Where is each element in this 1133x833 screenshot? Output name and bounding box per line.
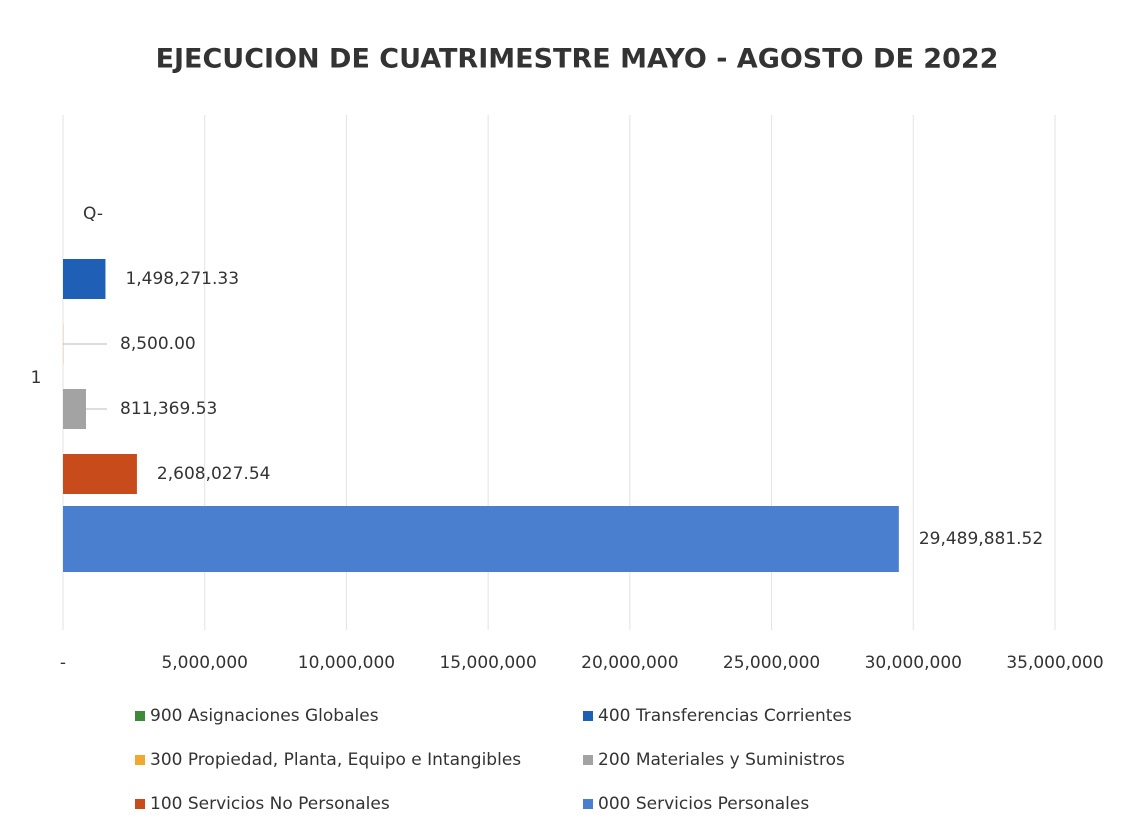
category-label: 1	[31, 368, 42, 388]
chart-title: EJECUCION DE CUATRIMESTRE MAYO - AGOSTO …	[156, 44, 999, 75]
x-tick-label: 20,000,000	[581, 653, 678, 673]
legend-swatch	[135, 799, 145, 809]
legend-swatch	[583, 755, 593, 765]
value-label: 811,369.53	[120, 399, 217, 419]
legend-label: 900 Asignaciones Globales	[150, 706, 379, 726]
value-label: Q-	[83, 204, 103, 224]
x-tick-label: 30,000,000	[865, 653, 962, 673]
value-label: 29,489,881.52	[919, 529, 1043, 549]
x-tick-label: 15,000,000	[439, 653, 536, 673]
legend-label: 400 Transferencias Corrientes	[598, 706, 852, 726]
bar	[63, 259, 106, 299]
legend-swatch	[135, 711, 145, 721]
bar	[63, 454, 137, 494]
x-tick-label: -	[60, 653, 66, 673]
x-tick-label: 25,000,000	[723, 653, 820, 673]
legend-label: 000 Servicios Personales	[598, 794, 809, 814]
legend-swatch	[135, 755, 145, 765]
value-label: 2,608,027.54	[157, 464, 271, 484]
value-label: 1,498,271.33	[125, 269, 239, 289]
x-tick-label: 35,000,000	[1006, 653, 1103, 673]
x-tick-label: 5,000,000	[161, 653, 248, 673]
legend-label: 100 Servicios No Personales	[150, 794, 390, 814]
legend-swatch	[583, 799, 593, 809]
legend-label: 200 Materiales y Suministros	[598, 750, 845, 770]
value-label: 8,500.00	[120, 334, 196, 354]
bar	[63, 506, 899, 572]
legend-swatch	[583, 711, 593, 721]
legend-label: 300 Propiedad, Planta, Equipo e Intangib…	[150, 750, 521, 770]
bar	[63, 389, 86, 429]
x-tick-label: 10,000,000	[298, 653, 395, 673]
